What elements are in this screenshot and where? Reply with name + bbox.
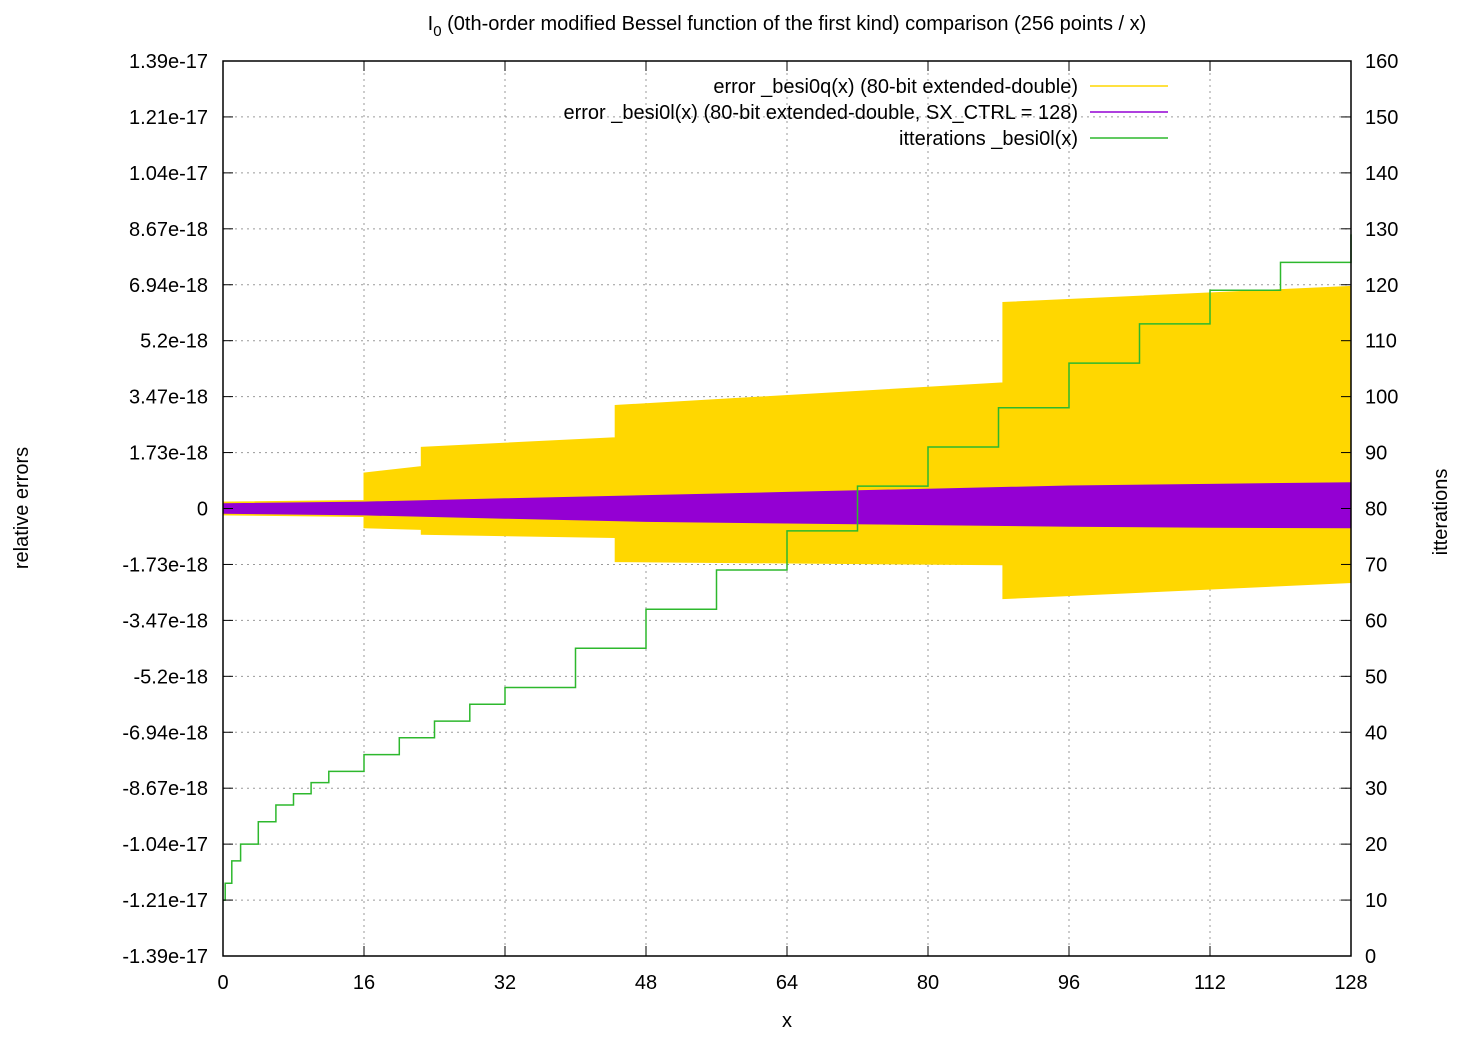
y2-tick-label: 0 (1365, 946, 1376, 968)
y-tick-label: 8.67e-18 (129, 219, 208, 241)
y2-tick-label: 100 (1365, 387, 1398, 409)
y2-tick-label: 40 (1365, 722, 1387, 744)
y2-tick-label: 10 (1365, 890, 1387, 912)
y-tick-label: -8.67e-18 (122, 778, 208, 800)
y-tick-label: -1.21e-17 (122, 890, 208, 912)
legend: error _besi0q(x) (80-bit extended-double… (563, 76, 1168, 150)
x-tick-label: 48 (635, 972, 657, 994)
y2-tick-label: 80 (1365, 499, 1387, 521)
y-tick-label: 1.04e-17 (129, 163, 208, 185)
legend-label: itterations _besi0l(x) (899, 128, 1078, 150)
x-tick-label: 0 (217, 972, 228, 994)
chart-title: I0 (0th-order modified Bessel function o… (428, 13, 1147, 40)
x-tick-label: 112 (1194, 972, 1226, 994)
y2-tick-label: 20 (1365, 834, 1387, 856)
y2-tick-label: 150 (1365, 107, 1398, 129)
y-tick-label: -3.47e-18 (122, 610, 208, 632)
y-tick-label: 1.39e-17 (129, 51, 208, 73)
y-tick-label: -1.39e-17 (122, 946, 208, 968)
y2-tick-label: 140 (1365, 163, 1398, 185)
x-axis-label: x (782, 1010, 792, 1032)
y-tick-label: -5.2e-18 (134, 666, 209, 688)
y2-tick-label: 60 (1365, 610, 1387, 632)
y2-tick-label: 30 (1365, 778, 1387, 800)
title-subscript: 0 (433, 23, 441, 40)
y-tick-label: 0 (197, 499, 208, 521)
y2-tick-label: 70 (1365, 554, 1387, 576)
y-tick-label: -1.04e-17 (122, 834, 208, 856)
x-tick-label: 32 (494, 972, 516, 994)
y-tick-label: -1.73e-18 (122, 554, 208, 576)
y2-axis-label: itterations (1430, 469, 1452, 556)
y-tick-label: 6.94e-18 (129, 275, 208, 297)
legend-label: error _besi0q(x) (80-bit extended-double… (713, 76, 1078, 98)
x-tick-label: 64 (776, 972, 798, 994)
plot-series (222, 234, 1352, 901)
title-main: I (428, 13, 434, 35)
y-tick-label: 5.2e-18 (140, 331, 208, 353)
y-tick-label: 1.73e-18 (129, 443, 208, 465)
y2-tick-label: 50 (1365, 666, 1387, 688)
x-tick-label: 128 (1334, 972, 1367, 994)
legend-label: error _besi0l(x) (80-bit extended-double… (563, 102, 1078, 124)
y2-tick-label: 130 (1365, 219, 1398, 241)
y-tick-label: 3.47e-18 (129, 387, 208, 409)
y-tick-label: 1.21e-17 (129, 107, 208, 129)
y-axis-label: relative errors (11, 447, 33, 569)
x-tick-label: 80 (917, 972, 939, 994)
y2-tick-label: 120 (1365, 275, 1398, 297)
series-line-2 (223, 234, 1352, 901)
y-tick-label: -6.94e-18 (122, 722, 208, 744)
x-tick-label: 16 (353, 972, 375, 994)
grid (223, 61, 1351, 956)
title-rest: (0th-order modified Bessel function of t… (442, 13, 1147, 35)
y2-tick-label: 110 (1365, 331, 1397, 353)
y2-tick-label: 160 (1365, 51, 1398, 73)
y2-tick-label: 90 (1365, 443, 1387, 465)
axis-ticks: 0 16 32 48 64 80 96 112 128 -1.39e-17 -1.21e-17 -1.… (122, 51, 1398, 994)
x-tick-label: 96 (1058, 972, 1080, 994)
